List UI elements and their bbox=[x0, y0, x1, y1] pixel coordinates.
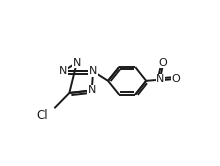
Text: O: O bbox=[158, 58, 167, 68]
Text: N: N bbox=[89, 66, 97, 76]
Text: O: O bbox=[171, 74, 180, 84]
Text: N: N bbox=[73, 58, 81, 68]
Text: Cl: Cl bbox=[37, 109, 48, 122]
Text: N: N bbox=[59, 66, 67, 76]
Text: N: N bbox=[88, 85, 96, 95]
Text: N: N bbox=[156, 74, 165, 84]
